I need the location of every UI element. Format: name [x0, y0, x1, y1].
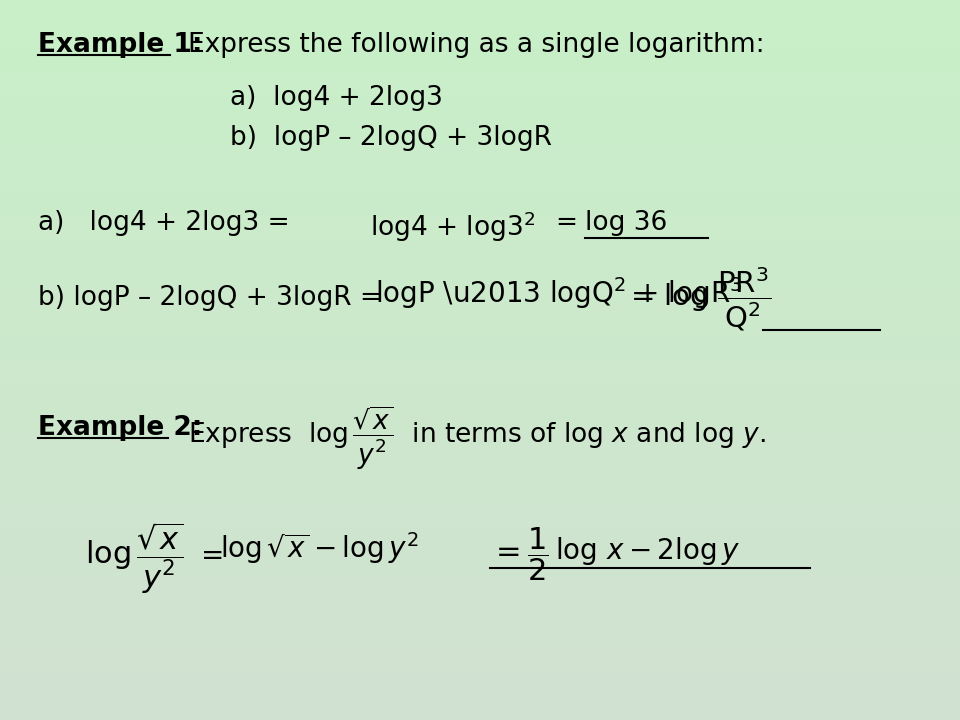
Text: $\log\dfrac{\sqrt{x}}{y^2}$: $\log\dfrac{\sqrt{x}}{y^2}$ — [85, 520, 183, 595]
Text: a)   log4 + 2log3 =: a) log4 + 2log3 = — [38, 210, 290, 236]
Text: log4 + log3$^2$: log4 + log3$^2$ — [370, 210, 535, 245]
Text: Express  $\log\dfrac{\sqrt{x}}{y^2}$  in terms of log $x$ and log $y$.: Express $\log\dfrac{\sqrt{x}}{y^2}$ in t… — [188, 405, 766, 472]
Text: b) logP – 2logQ + 3logR =: b) logP – 2logQ + 3logR = — [38, 285, 382, 311]
Text: =: = — [555, 210, 577, 236]
Text: Example 1:: Example 1: — [38, 32, 203, 58]
Text: Express the following as a single logarithm:: Express the following as a single logari… — [188, 32, 764, 58]
Text: $= \dfrac{1}{2}$: $= \dfrac{1}{2}$ — [490, 525, 549, 582]
Text: Example 2:: Example 2: — [38, 415, 203, 441]
Text: b)  logP – 2logQ + 3logR: b) logP – 2logQ + 3logR — [230, 125, 552, 151]
Text: = log $\dfrac{\mathrm{PR}^3}{\mathrm{Q}^2}$: = log $\dfrac{\mathrm{PR}^3}{\mathrm{Q}^… — [630, 265, 771, 333]
Text: $=$: $=$ — [195, 540, 223, 568]
Text: a)  log4 + 2log3: a) log4 + 2log3 — [230, 85, 443, 111]
Text: $\log\sqrt{x} - \log y^2$: $\log\sqrt{x} - \log y^2$ — [220, 530, 419, 566]
Text: logP \u2013 logQ$^2$ + logR$^3$: logP \u2013 logQ$^2$ + logR$^3$ — [375, 275, 742, 311]
Text: $\log\, x - 2\log y$: $\log\, x - 2\log y$ — [555, 535, 740, 567]
Text: log 36: log 36 — [585, 210, 667, 236]
